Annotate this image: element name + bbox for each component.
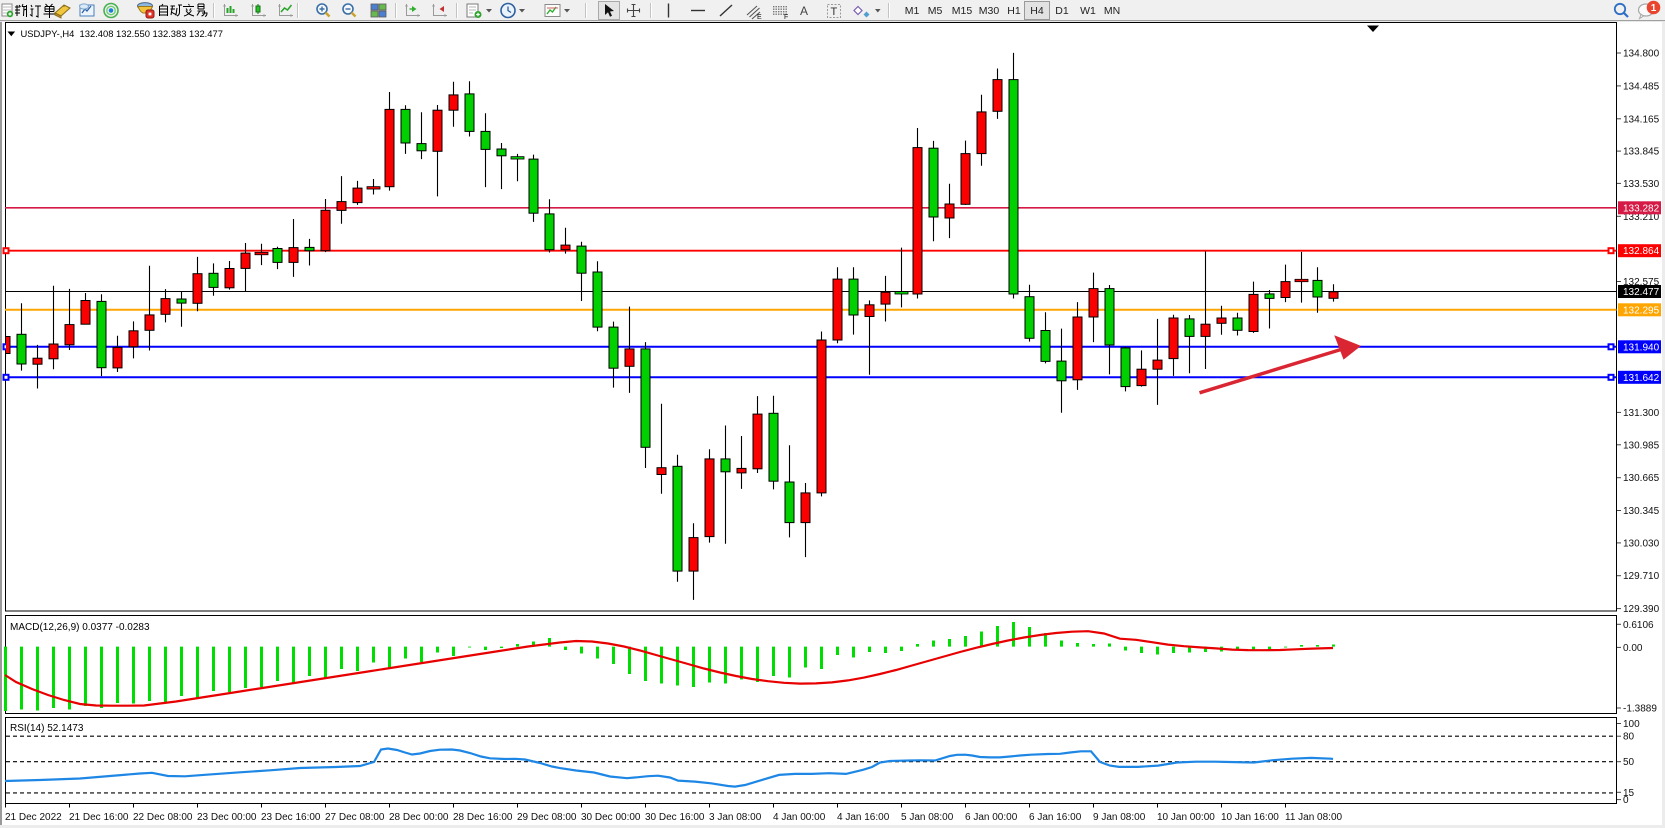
svg-text:130.665: 130.665 — [1623, 473, 1660, 484]
svg-text:29 Dec 08:00: 29 Dec 08:00 — [517, 812, 577, 823]
svg-text:133.530: 133.530 — [1623, 179, 1660, 190]
svg-text:M15: M15 — [952, 5, 973, 17]
svg-text:M30: M30 — [979, 5, 1000, 17]
svg-text:M1: M1 — [905, 5, 920, 17]
svg-text:6 Jan 16:00: 6 Jan 16:00 — [1029, 812, 1082, 823]
svg-text:MN: MN — [1104, 5, 1120, 17]
svg-text:5 Jan 08:00: 5 Jan 08:00 — [901, 812, 954, 823]
svg-text:H4: H4 — [1030, 5, 1044, 17]
svg-text:133.210: 133.210 — [1623, 212, 1660, 223]
svg-text:E: E — [757, 14, 762, 21]
svg-text:A: A — [800, 4, 808, 18]
svg-text:129.390: 129.390 — [1623, 604, 1660, 615]
svg-text:10 Jan 00:00: 10 Jan 00:00 — [1157, 812, 1215, 823]
svg-text:131.300: 131.300 — [1623, 408, 1660, 419]
svg-text:4 Jan 00:00: 4 Jan 00:00 — [773, 812, 826, 823]
svg-text:23 Dec 16:00: 23 Dec 16:00 — [261, 812, 321, 823]
svg-text:10 Jan 16:00: 10 Jan 16:00 — [1221, 812, 1279, 823]
svg-text:D1: D1 — [1055, 5, 1069, 17]
svg-text:129.710: 129.710 — [1623, 571, 1660, 582]
svg-text:130.030: 130.030 — [1623, 538, 1660, 549]
svg-text:15: 15 — [1623, 788, 1635, 799]
svg-text:M5: M5 — [928, 5, 943, 17]
svg-text:132.477: 132.477 — [1623, 287, 1660, 298]
svg-text:30 Dec 00:00: 30 Dec 00:00 — [581, 812, 641, 823]
svg-text:T: T — [831, 6, 838, 18]
svg-text:131.940: 131.940 — [1623, 342, 1660, 353]
svg-text:0.00: 0.00 — [1623, 643, 1643, 654]
svg-text:9 Jan 08:00: 9 Jan 08:00 — [1093, 812, 1146, 823]
svg-text:1: 1 — [1651, 3, 1657, 14]
svg-text:132.575: 132.575 — [1623, 277, 1660, 288]
svg-text:132.864: 132.864 — [1623, 246, 1660, 257]
svg-text:H1: H1 — [1007, 5, 1021, 17]
svg-text:132.295: 132.295 — [1623, 305, 1660, 316]
svg-text:80: 80 — [1623, 732, 1635, 743]
svg-text:22 Dec 08:00: 22 Dec 08:00 — [133, 812, 193, 823]
svg-text:4 Jan 16:00: 4 Jan 16:00 — [837, 812, 890, 823]
svg-text:11 Jan 08:00: 11 Jan 08:00 — [1285, 812, 1343, 823]
svg-text:21 Dec 2022: 21 Dec 2022 — [5, 812, 62, 823]
svg-text:23 Dec 00:00: 23 Dec 00:00 — [197, 812, 257, 823]
svg-text:130.985: 130.985 — [1623, 440, 1660, 451]
svg-text:3 Jan 08:00: 3 Jan 08:00 — [709, 812, 762, 823]
svg-text:100: 100 — [1623, 719, 1640, 730]
svg-text:27 Dec 08:00: 27 Dec 08:00 — [325, 812, 385, 823]
svg-text:134.485: 134.485 — [1623, 81, 1660, 92]
svg-text:134.165: 134.165 — [1623, 114, 1660, 125]
svg-text:0: 0 — [1623, 795, 1629, 806]
svg-text:MACD(12,26,9) 0.0377 -0.0283: MACD(12,26,9) 0.0377 -0.0283 — [10, 622, 150, 633]
svg-text:133.282: 133.282 — [1623, 203, 1660, 214]
svg-text:28 Dec 16:00: 28 Dec 16:00 — [453, 812, 513, 823]
svg-text:134.800: 134.800 — [1623, 49, 1660, 60]
svg-text:133.845: 133.845 — [1623, 147, 1660, 158]
svg-text:130.345: 130.345 — [1623, 506, 1660, 517]
svg-text:28 Dec 00:00: 28 Dec 00:00 — [389, 812, 449, 823]
svg-text:USDJPY-,H4 132.408 132.550 13: USDJPY-,H4 132.408 132.550 132.383 132.4… — [21, 28, 223, 39]
svg-text:W1: W1 — [1080, 5, 1096, 17]
svg-text:21 Dec 16:00: 21 Dec 16:00 — [69, 812, 129, 823]
svg-text:50: 50 — [1623, 757, 1635, 768]
svg-text:131.642: 131.642 — [1623, 373, 1660, 384]
svg-text:0.6106: 0.6106 — [1623, 620, 1654, 631]
svg-text:6 Jan 00:00: 6 Jan 00:00 — [965, 812, 1018, 823]
svg-text:F: F — [784, 14, 788, 21]
svg-text:30 Dec 16:00: 30 Dec 16:00 — [645, 812, 705, 823]
svg-text:RSI(14) 52.1473: RSI(14) 52.1473 — [10, 723, 84, 734]
svg-text:-1.3889: -1.3889 — [1623, 704, 1657, 715]
